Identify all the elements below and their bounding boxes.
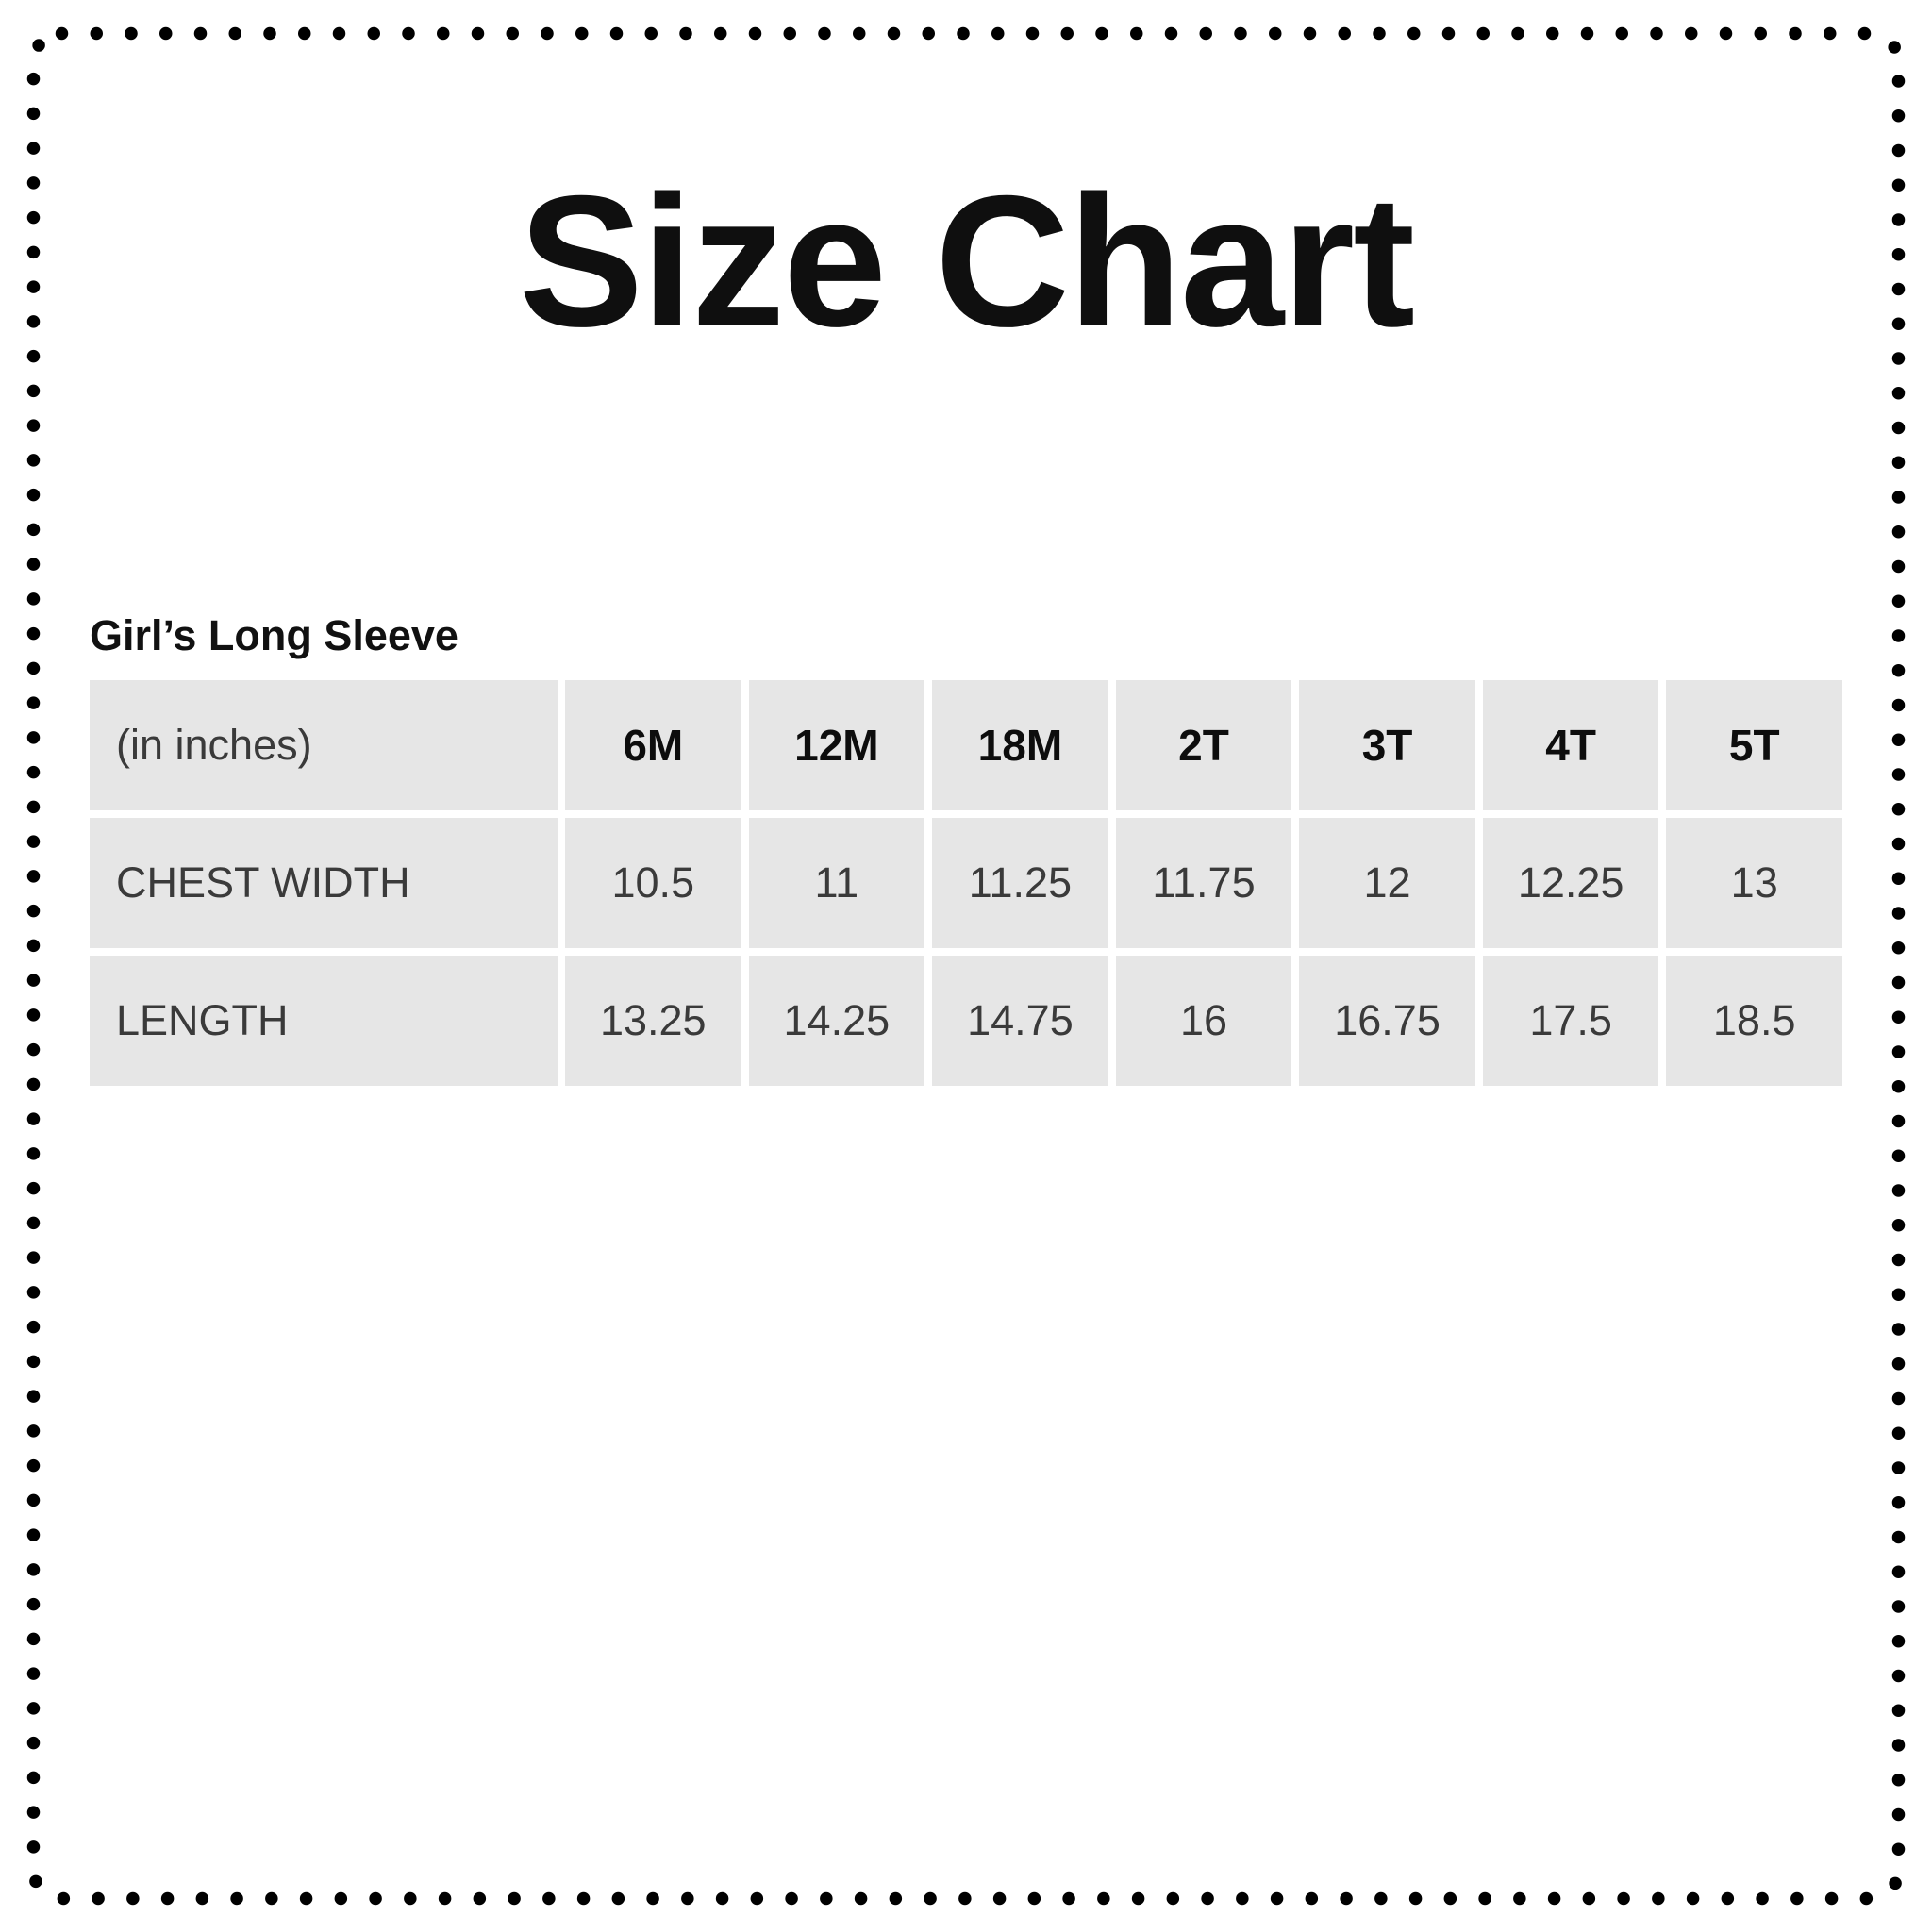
chest-width-value-6m: 10.5 bbox=[565, 818, 741, 948]
column-header-6m: 6M bbox=[565, 680, 741, 810]
column-header-2t: 2T bbox=[1115, 680, 1292, 810]
chest-width-value-18m: 11.25 bbox=[932, 818, 1108, 948]
chest-width-value-3t: 12 bbox=[1299, 818, 1475, 948]
chest-width-value-4t: 12.25 bbox=[1482, 818, 1659, 948]
length-value-2t: 16 bbox=[1115, 956, 1292, 1086]
length-value-3t: 16.75 bbox=[1299, 956, 1475, 1086]
column-header-5t: 5T bbox=[1666, 680, 1842, 810]
column-header-4t: 4T bbox=[1482, 680, 1659, 810]
page-title: Size Chart bbox=[518, 157, 1415, 365]
column-header-3t: 3T bbox=[1299, 680, 1475, 810]
column-header-12m: 12M bbox=[748, 680, 925, 810]
chest-width-value-5t: 13 bbox=[1666, 818, 1842, 948]
length-value-6m: 13.25 bbox=[565, 956, 741, 1086]
chest-width-value-12m: 11 bbox=[748, 818, 925, 948]
length-value-5t: 18.5 bbox=[1666, 956, 1842, 1086]
row-label-chest-width: CHEST WIDTH bbox=[90, 818, 558, 948]
chest-width-value-2t: 11.75 bbox=[1115, 818, 1292, 948]
size-table: (in inches) 6M 12M 18M 2T 3T 4T 5T CHEST… bbox=[90, 680, 1842, 1086]
unit-label-cell: (in inches) bbox=[90, 680, 558, 810]
column-header-18m: 18M bbox=[932, 680, 1108, 810]
length-value-4t: 17.5 bbox=[1482, 956, 1659, 1086]
row-label-length: LENGTH bbox=[90, 956, 558, 1086]
length-value-12m: 14.25 bbox=[748, 956, 925, 1086]
section-label: Girl’s Long Sleeve bbox=[90, 611, 458, 659]
length-value-18m: 14.75 bbox=[932, 956, 1108, 1086]
